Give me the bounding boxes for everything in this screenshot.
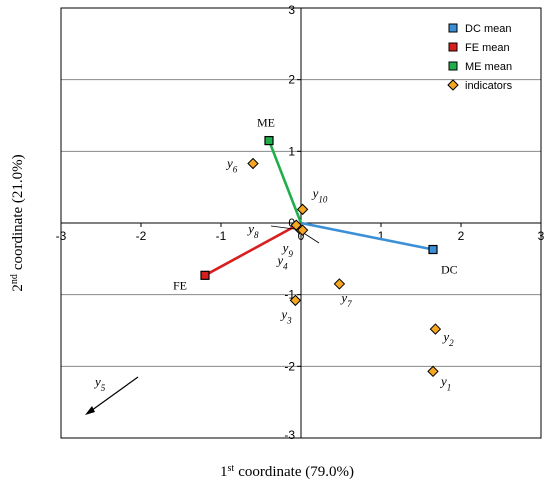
x-tick-label: 0: [298, 229, 305, 243]
markers: [200, 135, 442, 378]
mean-label-me: ME: [257, 116, 275, 130]
legend-label-3: indicators: [465, 80, 513, 92]
indicator-y10-subscript: 10: [318, 194, 328, 204]
legend-swatch-2: [448, 61, 458, 71]
indicator-y6: [247, 157, 259, 170]
y-axis-title-num: 2: [10, 284, 26, 292]
indicator-y5-label: y5: [93, 374, 106, 393]
indicator-y2-label: y2: [441, 329, 454, 348]
x-tick-label: 3: [538, 229, 545, 243]
legend-label-1: FE mean: [465, 42, 510, 54]
mean-marker-dc: [428, 244, 438, 255]
mean-label-fe: FE: [173, 278, 187, 292]
indicator-y5-subscript: 5: [101, 383, 106, 393]
indicator-y10: [296, 203, 309, 216]
y-tick-label: 2: [288, 73, 295, 87]
mean-marker-me: [264, 135, 274, 146]
indicator-y6-label: y6: [225, 156, 238, 175]
indicator-y9-subscript: 9: [288, 249, 293, 259]
indicator-y7-subscript: 7: [347, 299, 352, 309]
y-tick-label: -2: [284, 359, 295, 373]
mean-label-dc: DC: [441, 263, 458, 277]
x-tick-label: 1: [378, 229, 385, 243]
indicator-y2: [429, 323, 442, 335]
x-tick-label: -2: [136, 229, 147, 243]
indicator-y6-subscript: 6: [233, 165, 238, 175]
indicator-y8-label: y8: [246, 221, 259, 240]
indicator-y9: [296, 224, 309, 236]
indicator-y3-label: y3: [279, 306, 292, 325]
mean-line-me: [267, 140, 303, 224]
indicator-y3-subscript: 3: [286, 315, 292, 325]
indicator-y7-label: y7: [339, 290, 352, 309]
y-axis-title-text: coordinate (21.0%): [10, 154, 26, 270]
mean-marker-fe: [200, 270, 210, 280]
leader-line-y8: [270, 225, 295, 230]
leader-line-y9: [301, 231, 320, 244]
indicator-y8: [290, 219, 302, 231]
x-axis-title-sup: st: [228, 463, 235, 474]
offscale-arrow: [85, 376, 139, 415]
indicator-y1-label: y1: [439, 373, 451, 392]
y-tick-label: -3: [284, 428, 295, 442]
x-axis-title: 1st coordinate (79.0%): [220, 463, 354, 481]
indicator-y10-label: y10: [311, 185, 328, 204]
indicator-y7: [333, 278, 346, 290]
indicator-y1-subscript: 1: [447, 382, 452, 392]
x-tick-label: -3: [56, 229, 67, 243]
y-axis-title: 2nd coordinate (21.0%): [9, 154, 27, 291]
indicator-y4-label: y4: [275, 253, 288, 272]
legend-swatch-1: [448, 42, 458, 52]
y-tick-label: 1: [288, 144, 295, 158]
legend: DC mean FE mean ME mean indicators: [447, 23, 513, 92]
x-tick-label: -1: [216, 229, 227, 243]
x-axis-title-text: coordinate (79.0%): [238, 464, 354, 480]
indicator-y1: [427, 365, 439, 378]
indicator-y3: [289, 294, 302, 307]
mean-line-fe: [204, 221, 302, 277]
legend-swatch-indicators: [447, 79, 459, 91]
legend-label-2: ME mean: [465, 61, 512, 73]
indicator-y4-subscript: 4: [283, 262, 288, 272]
indicator-y2-subscript: 2: [449, 338, 454, 348]
legend-swatch-0: [448, 23, 458, 33]
indicator-y8-subscript: 8: [254, 230, 259, 240]
x-tick-label: 2: [458, 229, 465, 243]
indicator-leader-lines: [270, 225, 320, 244]
y-tick-label: 3: [288, 3, 295, 17]
y-tick-label: 0: [288, 216, 295, 230]
y-tick-label: -1: [284, 288, 295, 302]
mean-line-dc: [300, 221, 434, 251]
legend-label-0: DC mean: [465, 23, 511, 35]
x-axis-title-num: 1: [220, 464, 228, 480]
y-axis-title-sup: nd: [9, 274, 20, 284]
mean-lines: [204, 140, 434, 277]
